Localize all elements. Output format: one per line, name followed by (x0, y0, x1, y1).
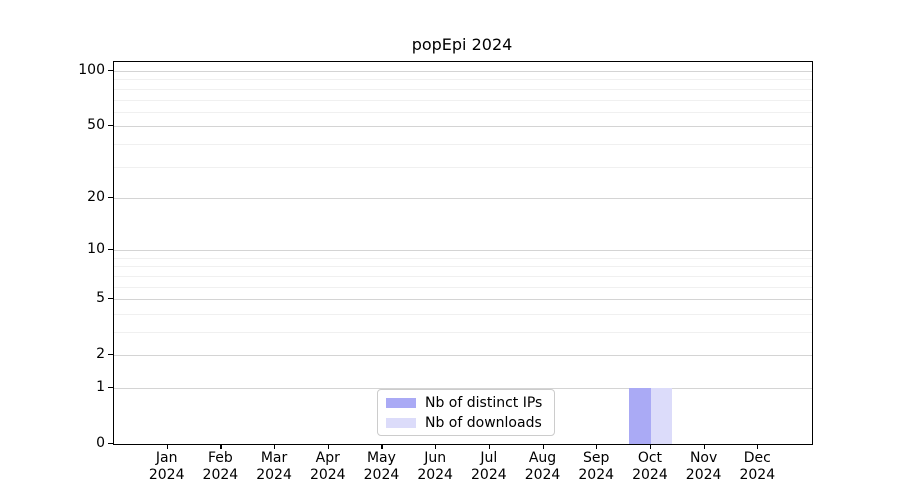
x-tick-year: 2024 (256, 467, 292, 483)
x-tick-label: Aug 2024 (508, 450, 578, 484)
x-tick-label: Mar 2024 (239, 450, 309, 484)
y-tick (108, 70, 113, 72)
y-gridline-major (114, 250, 812, 252)
legend-entry-downloads: Nb of downloads (386, 415, 546, 431)
y-gridline-major (114, 355, 812, 357)
y-gridline-minor (114, 79, 812, 81)
x-tick-label: Jul 2024 (454, 450, 524, 484)
x-tick (381, 444, 383, 449)
x-tick-label: Feb 2024 (185, 450, 255, 484)
y-gridline-major (114, 71, 812, 73)
y-tick (108, 298, 113, 300)
legend-entry-distinct-ips: Nb of distinct IPs (386, 395, 546, 411)
x-tick-month: Dec (743, 450, 771, 466)
x-tick-label: Jan 2024 (132, 450, 202, 484)
x-tick-month: Nov (689, 450, 718, 466)
legend: Nb of distinct IPs Nb of downloads (377, 389, 555, 436)
x-tick-month: Jan (155, 450, 178, 466)
x-tick-year: 2024 (202, 467, 239, 483)
y-gridline-minor (114, 88, 812, 90)
y-tick (108, 386, 113, 389)
x-tick-year: 2024 (739, 467, 776, 483)
y-gridline-minor (114, 111, 812, 113)
y-gridline-minor (114, 275, 812, 277)
bar-distinct-ips (629, 387, 651, 444)
x-tick (488, 444, 491, 449)
y-tick-label: 10 (87, 241, 105, 258)
x-tick-label: Sep 2024 (561, 450, 631, 484)
x-tick-label: Apr 2024 (293, 450, 363, 484)
x-tick (649, 444, 652, 449)
y-tick (108, 125, 113, 127)
x-tick-year: 2024 (685, 467, 722, 483)
x-tick-label: May 2024 (346, 450, 416, 484)
x-tick (327, 444, 329, 449)
y-tick-label: 50 (87, 117, 105, 134)
x-tick-month: Oct (637, 450, 663, 466)
x-tick (274, 444, 276, 449)
chart-title: popEpi 2024 (411, 35, 513, 54)
y-gridline-minor (114, 313, 812, 315)
y-gridline-minor (114, 143, 812, 145)
legend-label-downloads: Nb of downloads (425, 414, 542, 431)
x-tick-label: Dec 2024 (722, 450, 792, 484)
distinct-ips-swatch (386, 397, 416, 408)
y-tick-label: 1 (96, 378, 105, 395)
x-tick (596, 444, 598, 449)
y-gridline-minor (114, 331, 812, 333)
y-tick (108, 196, 113, 199)
x-tick-label: Jun 2024 (400, 450, 470, 484)
plot-area (113, 61, 813, 445)
x-tick-label: Nov 2024 (669, 450, 739, 484)
x-tick (542, 444, 544, 449)
y-gridline-major (114, 126, 812, 128)
y-gridline-minor (114, 266, 812, 268)
x-tick-month: Jun (424, 450, 447, 466)
y-tick-label: 100 (78, 62, 105, 79)
x-tick (757, 444, 759, 449)
y-tick-label: 0 (96, 435, 105, 451)
x-tick-label: Oct 2024 (615, 450, 685, 484)
y-tick-label: 2 (96, 346, 105, 363)
y-tick-label: 5 (96, 290, 105, 307)
x-tick-year: 2024 (524, 467, 561, 483)
x-tick-month: Aug (528, 450, 557, 466)
legend-label-distinct-ips: Nb of distinct IPs (425, 394, 543, 411)
y-gridline-major (114, 197, 812, 199)
x-tick-year: 2024 (578, 467, 615, 483)
x-tick-year: 2024 (363, 467, 400, 483)
x-tick (166, 444, 168, 449)
x-tick-month: May (366, 450, 396, 466)
y-tick (108, 354, 113, 356)
y-gridline-major (114, 387, 812, 389)
y-gridline-minor (114, 166, 812, 168)
x-tick-year: 2024 (417, 467, 453, 483)
x-tick-month: Sep (583, 450, 610, 466)
y-tick (108, 443, 113, 445)
x-tick-year: 2024 (309, 467, 346, 483)
y-gridline-minor (114, 257, 812, 259)
x-tick-year: 2024 (148, 467, 185, 483)
x-tick (220, 444, 222, 449)
x-tick-month: Feb (207, 450, 233, 466)
x-tick (435, 444, 437, 449)
x-tick-year: 2024 (632, 467, 668, 483)
x-tick (703, 444, 705, 449)
x-tick-year: 2024 (471, 467, 507, 483)
x-tick-month: Jul (480, 450, 498, 466)
x-tick-month: Mar (260, 450, 288, 466)
y-gridline-major (114, 299, 812, 301)
downloads-swatch (386, 417, 416, 428)
y-gridline-minor (114, 99, 812, 101)
y-tick (108, 249, 113, 251)
y-tick-label: 20 (87, 188, 105, 205)
y-gridline-minor (114, 286, 812, 288)
bar-downloads (650, 387, 673, 444)
x-tick-month: Apr (315, 450, 340, 466)
